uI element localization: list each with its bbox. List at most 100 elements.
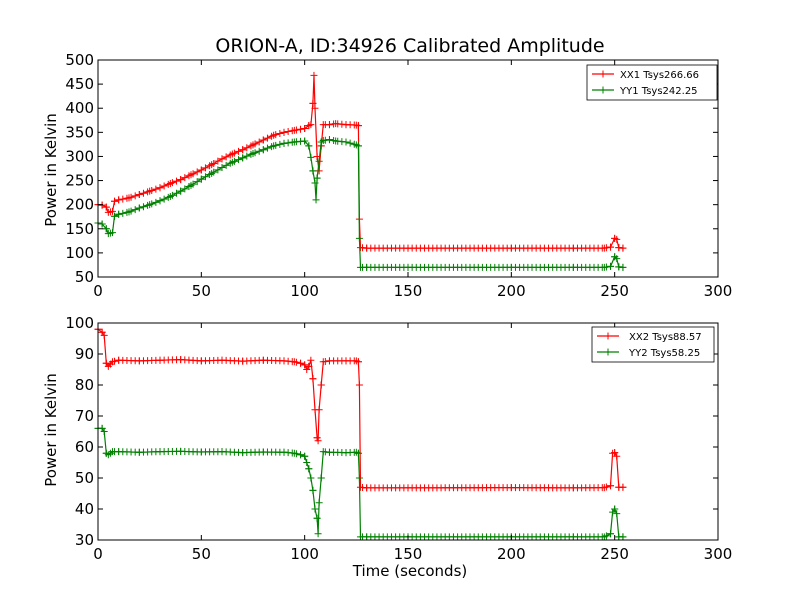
top-series-1-marker [307, 153, 315, 161]
bottom-series-1-marker [317, 474, 325, 482]
top-series-0-marker [201, 164, 209, 172]
top-series-1-marker [201, 173, 209, 181]
top-y-tick-label: 300 [65, 147, 94, 165]
bottom-series-1-marker [197, 448, 205, 456]
top-series-1-marker [235, 156, 243, 164]
top-series-0-marker [600, 244, 608, 252]
bottom-series-1-marker [297, 451, 305, 459]
legend-marker [604, 332, 612, 340]
top-series-0-marker [315, 167, 323, 175]
top-series-0-marker [255, 138, 263, 146]
bottom-series-1-marker [290, 449, 298, 457]
top-series-1-marker [342, 138, 350, 146]
bottom-series-0-marker [218, 356, 226, 364]
bottom-series-1-marker [314, 530, 322, 538]
bottom-series-0-marker [342, 357, 350, 365]
bottom-series-0-marker [569, 484, 577, 492]
top-series-0-marker [263, 134, 271, 142]
top-series-0-marker [239, 146, 247, 154]
bottom-y-tick-label: 60 [75, 438, 94, 456]
bottom-series-0-marker [309, 375, 317, 383]
top-series-0-marker [290, 126, 298, 134]
top-series-0-marker [104, 208, 112, 216]
bottom-series-1-marker [305, 465, 313, 473]
bottom-x-tick-label: 300 [704, 545, 733, 563]
top-series-1-marker [243, 152, 251, 160]
bottom-legend-box [591, 326, 715, 363]
top-series-0-marker [139, 189, 147, 197]
bottom-series-1-marker [600, 533, 608, 541]
top-series-0-marker [119, 195, 127, 203]
top-y-tick-label: 500 [65, 51, 94, 69]
top-series-1-marker [115, 210, 123, 218]
top-series-1-marker [239, 154, 247, 162]
top-series-0-marker [569, 244, 577, 252]
top-x-tick-label: 150 [394, 282, 423, 300]
top-x-tick-label: 300 [704, 282, 733, 300]
top-series-0-marker [197, 166, 205, 174]
top-series-1-marker [600, 263, 608, 271]
top-series-1-marker [325, 136, 333, 144]
bottom-series-0-marker [319, 358, 327, 366]
top-x-tick-label: 250 [600, 282, 629, 300]
top-chart-plot: 0 50 100 150 200 250 3005010015020025030035040… [65, 51, 732, 300]
top-series-1-marker [125, 208, 133, 216]
top-legend-box [586, 64, 718, 101]
top-series-1-marker [131, 206, 139, 214]
bottom-series-0-marker [315, 406, 323, 414]
legend-marker [599, 86, 607, 94]
bottom-y-tick-label: 30 [75, 531, 94, 549]
top-series-0-marker [325, 121, 333, 129]
bottom-x-tick-label: 0 [93, 545, 103, 563]
bottom-series-0-marker [290, 358, 298, 366]
top-series-0-marker [218, 155, 226, 163]
top-series-0-marker [152, 185, 160, 193]
top-series-1-marker [355, 234, 363, 242]
top-series-1-marker [311, 179, 319, 187]
top-series-0-marker [332, 120, 340, 128]
top-series-1-marker [305, 142, 313, 150]
top-series-1-marker [181, 185, 189, 193]
top-chart: ORION-A, ID:34926 Calibrated Amplitude P… [42, 35, 732, 300]
bottom-series-0-marker [355, 381, 363, 389]
bottom-chart-plot: 0 50 100 150 200 250 300 30 40 50 60 70 80 90 100 [65, 314, 732, 563]
bottom-series-1-marker [619, 533, 627, 541]
bottom-chart-y-axis-label: Power in Kelvin [42, 373, 60, 487]
bottom-series-1-marker [342, 449, 350, 457]
top-series-0-marker [235, 147, 243, 155]
top-series-0-marker [619, 244, 627, 252]
bottom-series-0-marker [115, 356, 123, 364]
top-series-0-marker [363, 244, 371, 252]
bottom-series-1-marker [611, 505, 619, 513]
bottom-series-1-marker [156, 448, 164, 456]
top-series-1-marker [104, 230, 112, 238]
top-series-0-marker [125, 194, 133, 202]
bottom-series-0-marker [613, 452, 621, 460]
bottom-chart-x-axis-label: Time (seconds) [352, 562, 468, 580]
top-series-1-marker [263, 144, 271, 152]
bottom-series-0-marker [307, 356, 315, 364]
top-series-0-marker [187, 171, 195, 179]
top-x-tick-label: 0 [93, 282, 103, 300]
bottom-series-0-marker [280, 357, 288, 365]
legend-marker [599, 70, 607, 78]
top-series-0-marker [307, 121, 315, 129]
top-series-1-marker [301, 137, 309, 145]
top-series-1-marker [507, 263, 515, 271]
top-series-1-marker [276, 140, 284, 148]
bottom-series-0-marker [314, 437, 322, 445]
top-series-1-marker [259, 146, 267, 154]
top-series-1-marker [315, 157, 323, 165]
top-series-1-marker [312, 196, 320, 204]
top-series-0-marker [181, 174, 189, 182]
top-series-1-marker [98, 220, 106, 228]
bottom-series-1-marker [280, 448, 288, 456]
bottom-series-0-marker [239, 357, 247, 365]
top-series-0-markers [94, 71, 627, 252]
top-x-tick-label: 100 [290, 282, 319, 300]
top-series-1-marker [177, 187, 185, 195]
top-series-0-marker [270, 131, 278, 139]
top-chart-legend: XX1 Tsys266.66 YY1 Tsys242.25 [586, 64, 718, 101]
bottom-series-1-marker [104, 451, 112, 459]
bottom-series-0-marker [507, 484, 515, 492]
